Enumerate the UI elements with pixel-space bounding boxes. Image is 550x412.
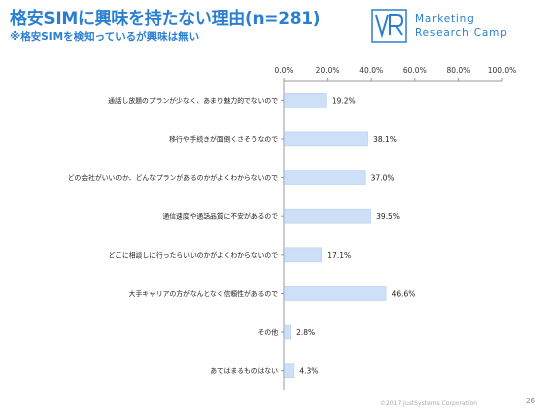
bar <box>284 208 371 224</box>
x-tick-label: 80.0% <box>446 66 470 75</box>
page-number: 26 <box>526 397 535 405</box>
logo-text: Marketing Research Camp <box>415 12 508 40</box>
category-label: 大手キャリアの方がなんとなく信頼性があるので <box>129 289 279 298</box>
x-tick-label: 60.0% <box>403 66 427 75</box>
bar <box>284 93 327 108</box>
value-label: 2.8% <box>296 328 315 337</box>
value-label: 37.0% <box>371 174 395 183</box>
footer-copyright: ©2017 JustSystems Corporation <box>380 400 478 407</box>
bar <box>284 363 295 378</box>
bar <box>284 324 291 340</box>
logo-line-2: Research Camp <box>415 27 508 39</box>
page-title: 格安SIMに興味を持たない理由(n=281) <box>10 9 321 29</box>
x-tick-label: 20.0% <box>316 66 340 75</box>
category-label: 移行や手続きが面倒くさそうなので <box>169 134 278 143</box>
logo-mark-icon <box>371 9 407 43</box>
value-label: 4.3% <box>299 367 318 376</box>
x-tick-label: 40.0% <box>359 66 383 75</box>
category-label: どの会社がいいのか、どんなプランがあるのかがよくわからないので <box>68 173 278 182</box>
logo-line-1: Marketing <box>415 13 475 25</box>
category-label: どこに相談しに行ったらいいのかがよくわからないので <box>109 250 279 259</box>
x-tick-label: 100.0% <box>488 66 517 75</box>
value-label: 19.2% <box>332 96 356 105</box>
category-label: 通信速度や通話品質に不安があるので <box>162 212 278 221</box>
category-label: 通話し放題のプランが少なく、あまり魅力的でないので <box>108 96 278 105</box>
page-subtitle: ※格安SIMを検知っているが興味は無い <box>10 31 200 43</box>
value-label: 39.5% <box>376 212 400 221</box>
bar <box>284 286 387 301</box>
bar <box>284 131 368 147</box>
value-label: 38.1% <box>373 135 397 144</box>
category-label: あてはまるものはない <box>210 367 278 375</box>
category-label: その他 <box>258 328 279 337</box>
bar <box>284 170 366 185</box>
bar <box>284 247 323 263</box>
brand-logo: Marketing Research Camp <box>371 9 543 43</box>
value-label: 46.6% <box>392 289 416 298</box>
value-label: 17.1% <box>327 251 351 260</box>
x-tick-label: 0.0% <box>274 66 293 75</box>
